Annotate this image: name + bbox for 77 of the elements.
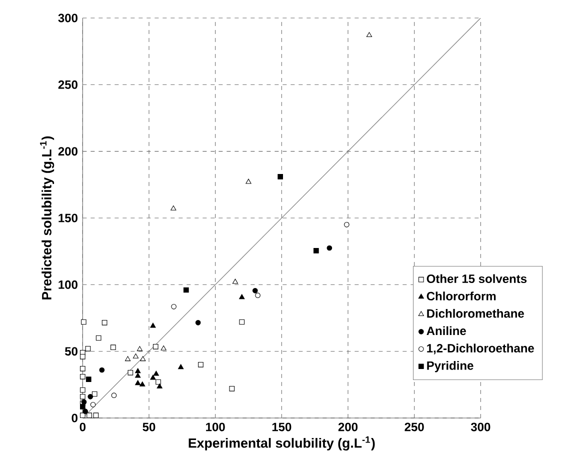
y-tick-label: 0 [72,414,78,422]
legend-label: Aniline [426,326,466,336]
point [140,356,146,362]
x-axis-title: Experimental solubility (g.L$^{-1}$) [188,436,375,450]
point [80,412,86,418]
y-tick-label: 300 [58,14,78,22]
point [232,278,238,284]
point [150,374,156,380]
point [82,408,88,414]
point [80,374,86,380]
point [171,304,176,310]
point [124,356,131,362]
point [92,391,98,397]
point [110,344,116,350]
point [326,245,332,251]
point [88,394,94,400]
point [239,294,245,300]
x-tick-label: 150 [272,422,292,432]
point [102,320,108,326]
y-tick-label: 50 [64,347,78,356]
point [80,354,86,360]
point [80,319,86,325]
x-tick-label: 50 [142,422,156,432]
point [135,372,141,378]
point [135,368,141,374]
legend-label: Other 15 solvents [426,274,527,284]
point [239,319,245,325]
point [132,353,139,358]
point [178,364,184,370]
point [366,32,372,38]
point [136,346,143,352]
point [93,412,99,418]
legend-label: Dichloromethane [427,308,524,318]
y-axis-title: Predicted solubility (g.L$^{-1}$) [40,136,54,300]
point [128,370,134,376]
point [96,335,102,341]
point [170,205,176,210]
x-tick-label: 200 [338,422,358,432]
point [229,386,235,392]
point [90,402,96,408]
point [85,346,91,352]
y-tick-label: 150 [58,214,78,222]
x-tick-label: 300 [470,422,490,432]
point [135,380,141,386]
point [313,248,319,254]
point [140,381,146,386]
point [80,366,86,372]
point [80,404,86,410]
point [86,376,92,382]
x-tick-label: 0 [80,422,86,432]
point [86,412,92,418]
point [344,222,350,228]
y-tick-label: 200 [58,147,78,156]
point [153,370,159,376]
point [111,392,117,398]
point [198,362,204,368]
legend-label: Chlororform [426,292,496,300]
point [160,345,166,350]
x-tick-label: 250 [404,422,424,432]
point [183,287,189,293]
legend-label: 1,2-Dichloroethane [427,344,534,354]
point [278,174,284,180]
legend-label: Pyridine [427,361,474,372]
point [80,394,86,400]
point [195,320,201,326]
x-tick-label: 100 [206,422,225,432]
point [99,367,105,373]
point [246,178,252,184]
y-tick-label: 250 [58,80,78,89]
point [252,288,258,294]
point [150,322,156,328]
point [156,379,161,385]
point [255,292,260,298]
point [156,383,162,388]
point [80,387,86,393]
y-tick-label: 100 [58,280,78,289]
point [152,344,158,350]
